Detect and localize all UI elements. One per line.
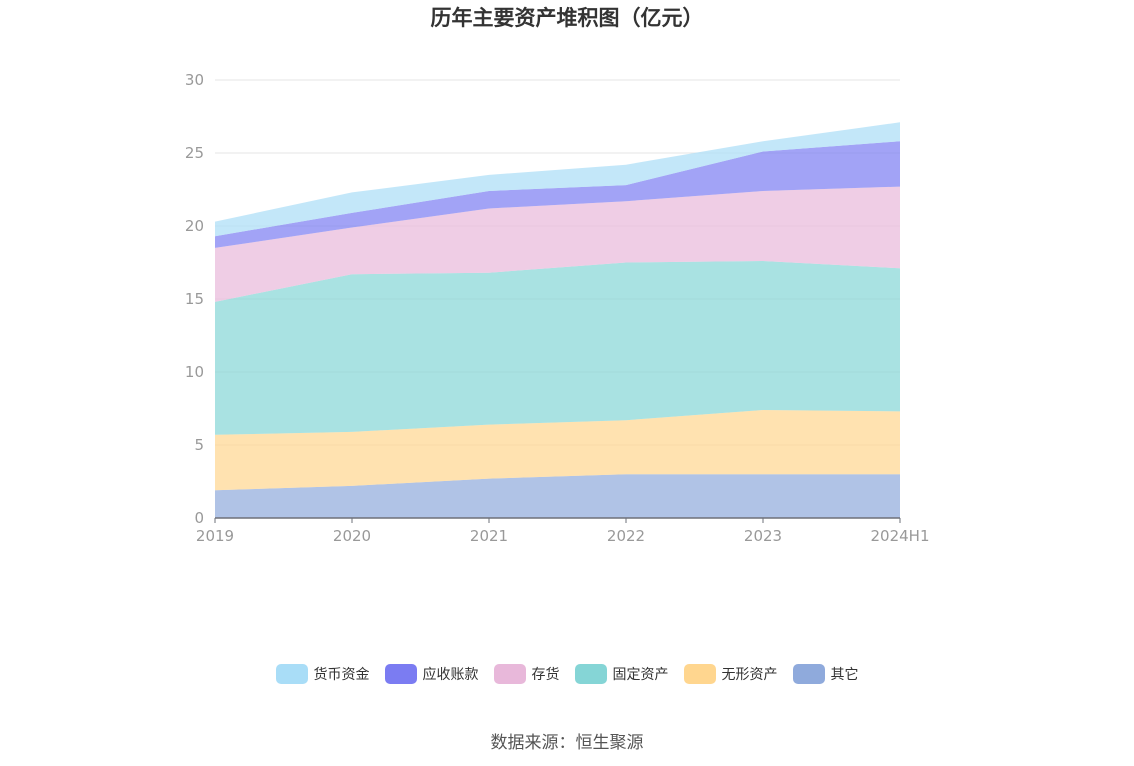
legend-label: 无形资产 bbox=[721, 667, 778, 683]
x-tick-label: 2023 bbox=[744, 527, 782, 545]
area-series-4 bbox=[215, 141, 900, 248]
legend-item[interactable]: 存货 bbox=[493, 664, 560, 684]
area-series bbox=[215, 122, 900, 518]
x-tick-label: 2020 bbox=[333, 527, 371, 545]
axes: 0 5 10 15 20 25 30 2019 2020 2021 2022 2023 2024H1 bbox=[185, 71, 930, 545]
area-series-0 bbox=[215, 474, 900, 518]
chart-title: 历年主要资产堆积图（亿元） bbox=[430, 6, 704, 30]
legend-item[interactable]: 无形资产 bbox=[683, 664, 778, 684]
legend-item[interactable]: 货币资金 bbox=[275, 664, 370, 684]
x-tick-label: 2019 bbox=[196, 527, 234, 545]
legend-label: 其它 bbox=[830, 667, 859, 683]
x-tick-label: 2022 bbox=[607, 527, 645, 545]
data-source: 数据来源：恒生聚源 bbox=[490, 733, 644, 753]
y-tick-label: 25 bbox=[185, 144, 204, 162]
legend-swatch bbox=[683, 664, 716, 684]
area-series-1 bbox=[215, 410, 900, 491]
legend-swatch bbox=[792, 664, 825, 684]
y-tick-label: 0 bbox=[194, 509, 204, 527]
x-tick-label: 2021 bbox=[470, 527, 508, 545]
legend-label: 货币资金 bbox=[313, 667, 370, 683]
legend-label: 存货 bbox=[531, 667, 560, 683]
legend-swatch bbox=[384, 664, 417, 684]
legend-swatch bbox=[574, 664, 607, 684]
y-tick-label: 10 bbox=[185, 363, 204, 381]
y-tick-label: 5 bbox=[194, 436, 204, 454]
legend-label: 固定资产 bbox=[612, 667, 669, 683]
stacked-area-chart: 0 5 10 15 20 25 30 2019 2020 2021 2022 2023 2024H1 bbox=[185, 71, 930, 545]
legend-item[interactable]: 应收账款 bbox=[384, 664, 479, 684]
y-tick-label: 20 bbox=[185, 217, 204, 235]
chart-legend: 货币资金 应收账款 存货 固定资产 无形资产 其它 bbox=[0, 664, 1134, 684]
legend-item[interactable]: 其它 bbox=[792, 664, 859, 684]
x-tick-label: 2024H1 bbox=[871, 527, 930, 545]
area-series-2 bbox=[215, 261, 900, 435]
legend-label: 应收账款 bbox=[422, 667, 479, 683]
legend-swatch bbox=[493, 664, 526, 684]
area-series-5 bbox=[215, 122, 900, 237]
legend-item[interactable]: 固定资产 bbox=[574, 664, 669, 684]
area-series-3 bbox=[215, 186, 900, 302]
legend-swatch bbox=[275, 664, 308, 684]
y-tick-label: 15 bbox=[185, 290, 204, 308]
y-tick-label: 30 bbox=[185, 71, 204, 89]
